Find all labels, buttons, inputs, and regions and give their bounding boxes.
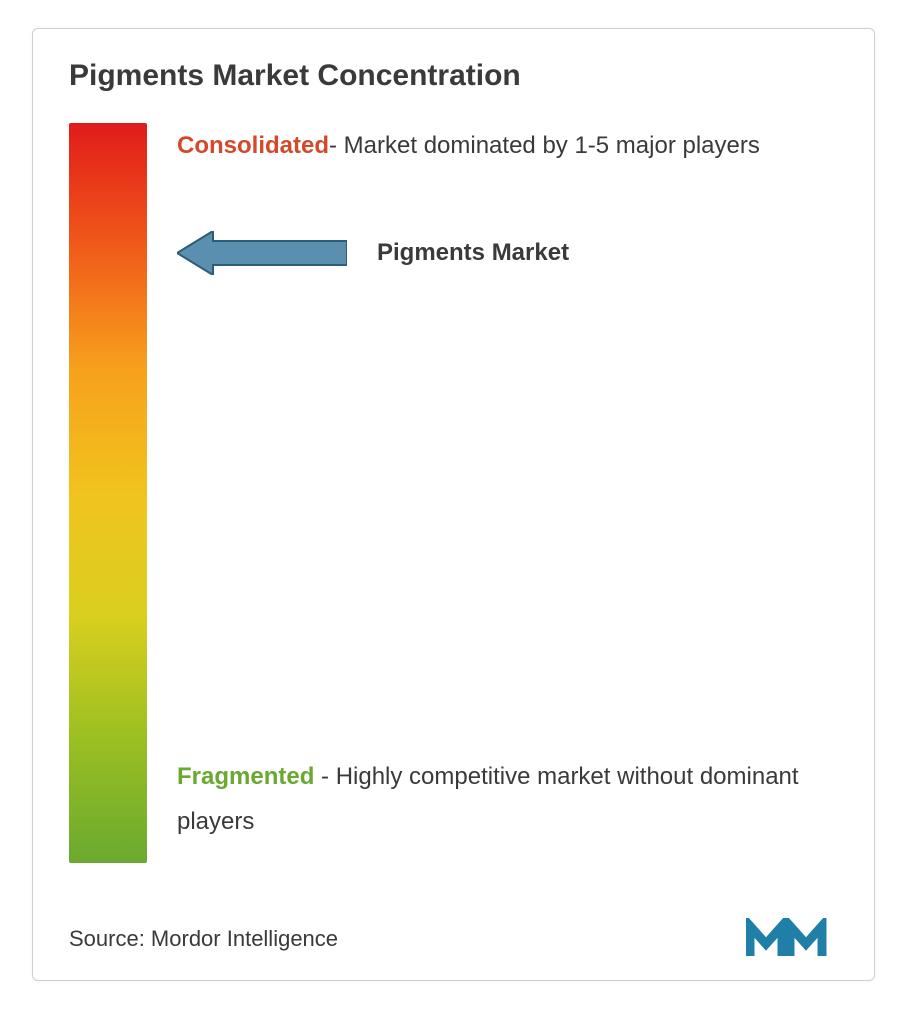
concentration-card: Pigments Market Concentration Consolidat…: [32, 28, 875, 981]
scale-labels: Consolidated- Market dominated by 1-5 ma…: [177, 123, 838, 863]
consolidated-row: Consolidated- Market dominated by 1-5 ma…: [177, 123, 838, 169]
consolidated-label: Consolidated: [177, 132, 329, 159]
mordor-logo-icon: [746, 918, 838, 960]
chart-title: Pigments Market Concentration: [69, 59, 838, 93]
arrow-left-icon: [177, 231, 347, 275]
fragmented-label: Fragmented: [177, 763, 314, 790]
fragmented-row: Fragmented - Highly competitive market w…: [177, 754, 838, 845]
arrow-label: Pigments Market: [377, 239, 569, 267]
main-content: Consolidated- Market dominated by 1-5 ma…: [69, 123, 838, 863]
consolidated-desc: - Market dominated by 1-5 major players: [329, 132, 760, 159]
concentration-scale: [69, 123, 147, 863]
source-text: Source: Mordor Intelligence: [69, 926, 338, 952]
market-position-arrow-row: Pigments Market: [177, 231, 569, 275]
footer: Source: Mordor Intelligence: [69, 918, 838, 960]
